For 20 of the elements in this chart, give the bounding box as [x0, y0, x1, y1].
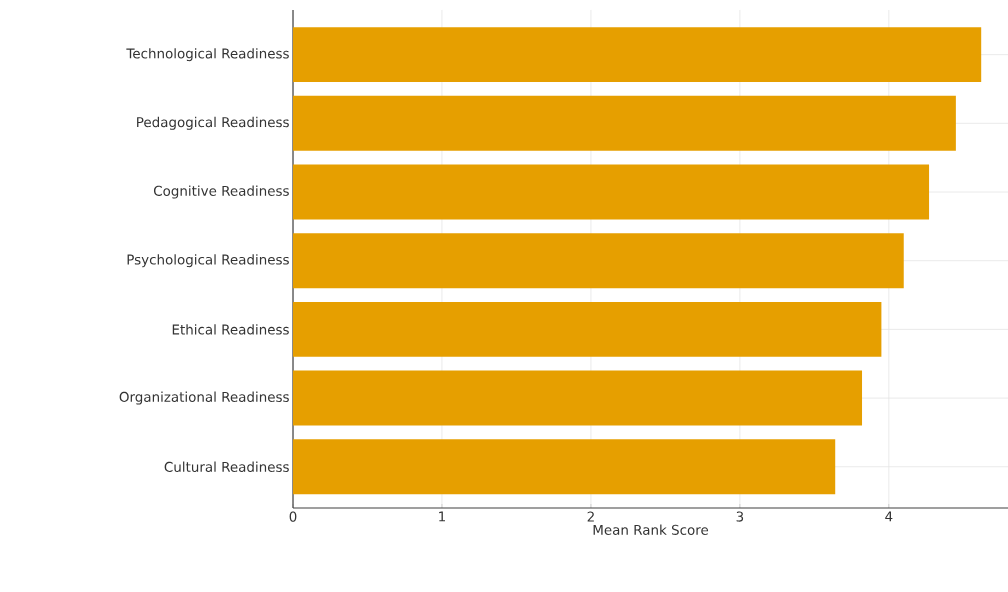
bar	[293, 27, 982, 83]
y-tick-label: Organizational Readiness	[119, 391, 289, 405]
x-tick-label: 1	[439, 511, 445, 522]
y-tick-label: Psychological Readiness	[127, 254, 289, 268]
x-tick-label: 0	[289, 511, 297, 522]
bar	[293, 370, 863, 426]
bar	[293, 233, 904, 289]
x-axis-title: Mean Rank Score	[593, 524, 709, 535]
y-tick-label: Technological Readiness	[126, 48, 289, 62]
y-tick-label: Ethical Readiness	[172, 324, 289, 335]
y-tick-label: Pedagogical Readiness	[137, 116, 289, 130]
bar	[293, 164, 930, 220]
bar	[293, 301, 882, 357]
x-tick-label: 2	[587, 511, 594, 522]
y-tick-label: Cognitive Readiness	[153, 185, 289, 199]
bar	[293, 95, 956, 151]
bar	[293, 439, 836, 495]
y-tick-label: Cultural Readiness	[164, 461, 289, 472]
x-tick-label: 4	[885, 511, 893, 522]
x-tick-label: 3	[736, 511, 744, 522]
